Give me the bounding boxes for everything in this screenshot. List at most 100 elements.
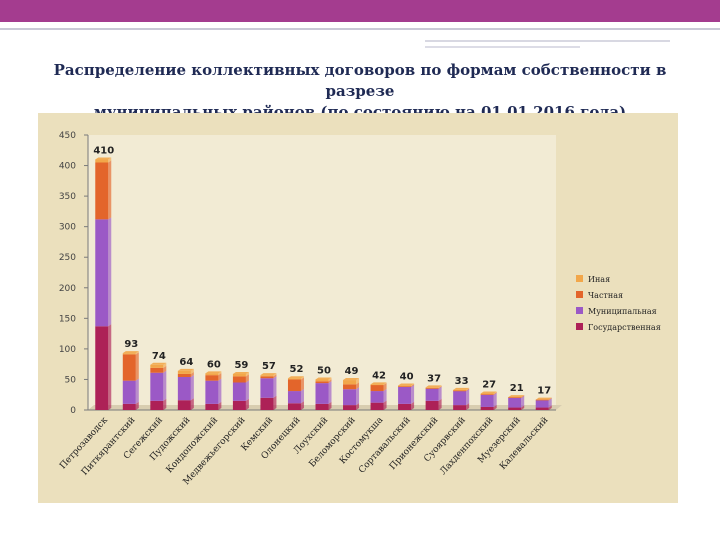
bar-segment-side — [163, 398, 167, 410]
bar-segment-side — [438, 398, 442, 410]
bar-segment-3 — [150, 367, 164, 373]
bar-segment-4 — [260, 375, 274, 377]
x-tick-label: Калевальский — [498, 415, 550, 472]
bar-segment-side — [356, 403, 360, 410]
bar-top-cap — [150, 362, 167, 365]
bar-segment-side — [300, 389, 304, 404]
bar-segment-1 — [150, 400, 164, 410]
bar-segment-3 — [260, 376, 274, 379]
bar-top-cap — [343, 378, 360, 381]
decorative-rule — [0, 28, 720, 30]
bar-top-cap — [508, 395, 525, 398]
bar-segment-2 — [315, 383, 329, 404]
data-label: 50 — [317, 365, 331, 376]
bar-top-cap — [315, 377, 332, 380]
y-tick-label: 200 — [59, 284, 76, 294]
bar-segment-side — [328, 401, 332, 410]
y-tick-label: 100 — [59, 345, 76, 355]
data-label: 40 — [400, 372, 414, 383]
bar-segment-4 — [95, 159, 109, 163]
data-label: 27 — [482, 380, 496, 391]
bar-top-cap — [453, 387, 470, 390]
data-label: 64 — [179, 357, 193, 368]
bar-segment-side — [300, 401, 304, 410]
x-tick-label: Петрозаводск — [58, 415, 110, 471]
legend-swatch — [576, 323, 583, 330]
bar-segment-side — [218, 371, 222, 376]
bar-segment-side — [411, 384, 415, 404]
decorative-rule — [425, 46, 580, 48]
x-tick-label: Прионежский — [388, 415, 440, 472]
bar-segment-3 — [122, 354, 136, 381]
bar-segment-side — [245, 380, 249, 401]
bar-segment-side — [383, 389, 387, 403]
bar-segment-4 — [343, 380, 357, 385]
bar-segment-3 — [95, 162, 109, 220]
bar-segment-side — [245, 371, 249, 377]
y-tick-label: 450 — [59, 131, 76, 141]
bar-segment-4 — [315, 379, 329, 382]
bar-segment-2 — [508, 397, 522, 408]
bar-segment-3 — [287, 379, 301, 392]
bar-top-cap — [95, 157, 112, 160]
title-bar-band — [0, 0, 720, 22]
bar-segment-side — [466, 389, 470, 406]
bar-segment-side — [190, 398, 194, 410]
bar-segment-2 — [122, 380, 136, 404]
bar-segment-side — [466, 403, 470, 410]
bar-segment-side — [190, 368, 194, 374]
bar-segment-4 — [177, 370, 191, 374]
bar-segment-4 — [425, 387, 439, 389]
bar-segment-side — [411, 383, 415, 387]
bar-segment-side — [438, 386, 442, 389]
legend-label: Иная — [588, 275, 610, 284]
legend-swatch — [576, 291, 583, 298]
bar-segment-side — [383, 400, 387, 410]
data-label: 74 — [152, 351, 166, 362]
legend-swatch — [576, 307, 583, 314]
bar-segment-side — [108, 160, 112, 220]
bar-top-cap — [205, 371, 222, 374]
bar-segment-2 — [480, 394, 494, 407]
data-label: 37 — [427, 373, 441, 384]
bar-top-cap — [122, 351, 139, 354]
bar-segment-2 — [535, 400, 549, 408]
y-tick-label: 50 — [65, 375, 77, 385]
bar-segment-3 — [177, 373, 191, 377]
data-label: 57 — [262, 361, 276, 372]
bar-segment-side — [493, 392, 497, 407]
bar-segment-side — [328, 379, 332, 384]
bar-segment-3 — [343, 384, 357, 390]
legend-label: Госудaрственная — [588, 323, 661, 332]
slide-title-line-1: Распределение коллективных договоров по … — [53, 61, 667, 100]
bar-segment-2 — [260, 378, 274, 398]
bar-segment-3 — [508, 397, 522, 398]
bar-segment-side — [190, 375, 194, 401]
bar-segment-2 — [343, 389, 357, 406]
data-label: 410 — [93, 145, 114, 156]
bar-segment-side — [135, 351, 139, 355]
bar-segment-side — [521, 395, 525, 398]
data-label: 42 — [372, 370, 386, 381]
bar-segment-3 — [232, 376, 246, 383]
bar-segment-side — [245, 398, 249, 410]
bar-segment-3 — [453, 390, 467, 392]
bar-segment-side — [273, 395, 277, 410]
bar-segment-3 — [425, 388, 439, 389]
bar-segment-2 — [370, 391, 384, 403]
data-label: 60 — [207, 359, 221, 370]
bar-segment-2 — [398, 386, 412, 404]
bar-segment-1 — [535, 407, 549, 410]
bar-segment-4 — [205, 373, 219, 376]
bar-segment-side — [493, 392, 497, 395]
bar-segment-3 — [315, 381, 329, 384]
bar-segment-side — [300, 377, 304, 392]
bar-segment-side — [218, 378, 222, 404]
bar-segment-side — [411, 401, 415, 410]
bar-segment-side — [163, 370, 167, 401]
bar-segment-3 — [370, 384, 384, 392]
legend-label: Муниципальная — [588, 307, 657, 316]
y-tick-label: 0 — [70, 406, 76, 416]
bar-segment-2 — [287, 391, 301, 404]
bar-segment-2 — [95, 219, 109, 327]
